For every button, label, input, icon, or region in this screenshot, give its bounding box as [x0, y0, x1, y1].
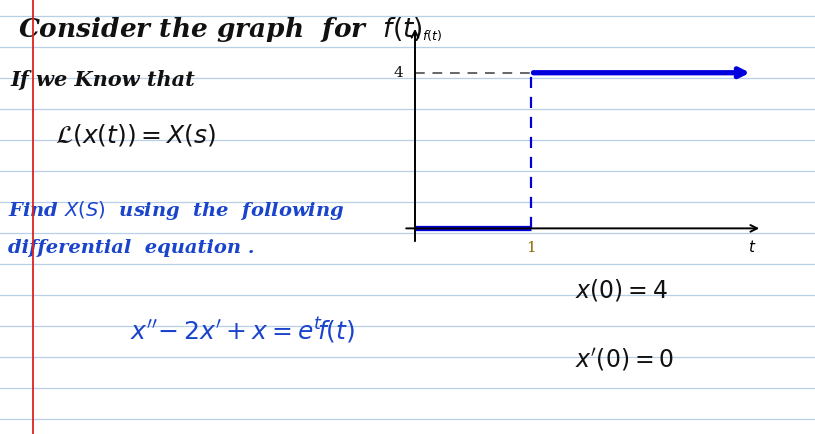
- Text: Find $X(S)$  using  the  following: Find $X(S)$ using the following: [8, 198, 345, 221]
- Text: $\mathcal{L}(x(t)) = X(s)$: $\mathcal{L}(x(t)) = X(s)$: [55, 122, 216, 148]
- Text: $x''\! - 2x' + x = e^t\!f(t)$: $x''\! - 2x' + x = e^t\!f(t)$: [130, 315, 355, 345]
- Text: If we Know that: If we Know that: [10, 70, 195, 90]
- Text: $x(0) = 4$: $x(0) = 4$: [575, 277, 667, 303]
- Text: Consider the graph  for  $f(t)$: Consider the graph for $f(t)$: [18, 16, 423, 45]
- Text: 4: 4: [394, 66, 403, 80]
- Text: $f(t)$: $f(t)$: [422, 28, 442, 43]
- Text: $t$: $t$: [748, 239, 756, 255]
- Text: differential  equation .: differential equation .: [8, 239, 254, 257]
- Text: $x'(0) = 0$: $x'(0) = 0$: [575, 347, 674, 373]
- Text: 1: 1: [526, 241, 535, 255]
